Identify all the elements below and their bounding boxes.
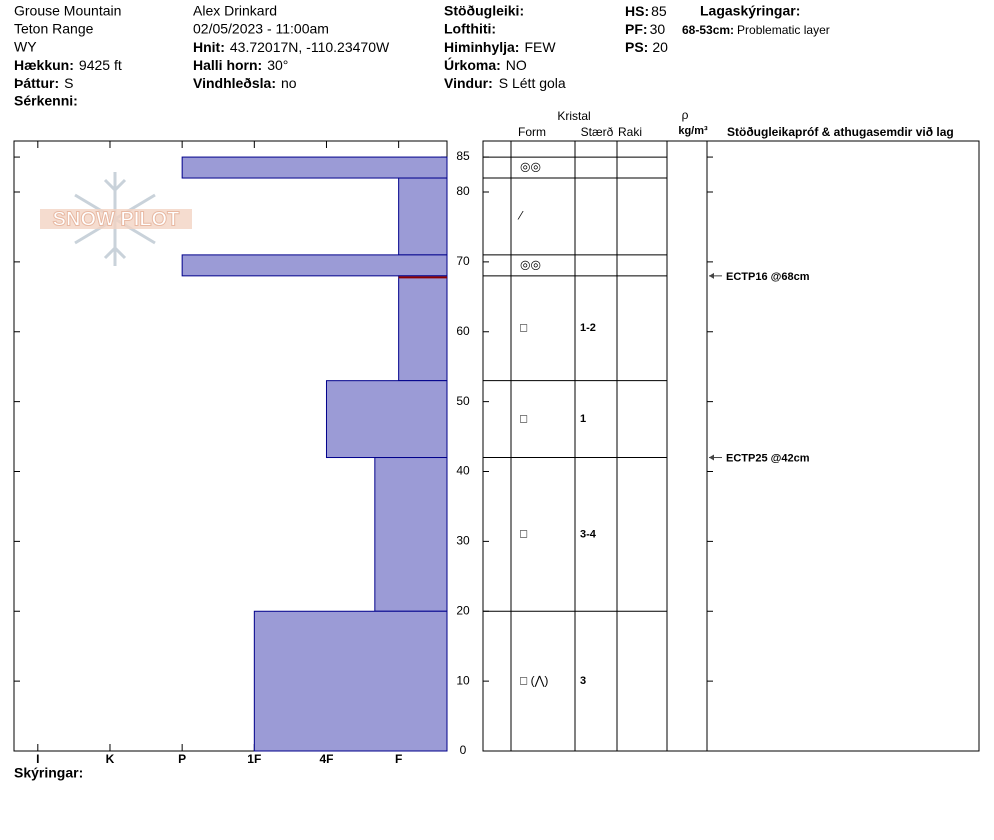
label: Vindur:	[444, 75, 493, 91]
grain-form: □	[520, 320, 527, 334]
grain-size: 1	[580, 413, 586, 425]
observer: Alex Drinkard	[193, 3, 277, 19]
value: S	[64, 75, 73, 91]
value: 9425 ft	[79, 57, 122, 73]
x-tick-label: P	[178, 752, 186, 766]
hs: HS: 85	[625, 3, 667, 19]
y-tick-label: 20	[456, 603, 470, 617]
label: HS:	[625, 3, 649, 19]
grain-form: □	[520, 527, 527, 541]
grain-form: ⁄	[517, 209, 524, 223]
slope: Halli horn: 30°	[193, 57, 288, 73]
value: no	[281, 75, 297, 91]
value: 85	[651, 3, 667, 19]
notes-label: Lagaskýringar:	[700, 3, 800, 19]
label: Hækkun:	[14, 57, 74, 73]
x-tick-label: I	[36, 752, 39, 766]
value: 20	[652, 39, 668, 55]
x-tick-label: 1F	[247, 752, 261, 766]
elevation: Hækkun: 9425 ft	[14, 57, 122, 73]
value: NO	[506, 57, 527, 73]
grain-form: ◎◎	[520, 160, 541, 174]
hardness-bar	[398, 177, 448, 256]
location: Grouse Mountain	[14, 3, 121, 19]
test-arrowhead	[709, 272, 714, 279]
precip: Úrkoma: NO	[444, 56, 527, 73]
grain-size: 3	[580, 675, 586, 687]
value: S Létt gola	[499, 75, 566, 91]
y-tick-label: 40	[456, 464, 470, 478]
pf: PF: 30	[625, 21, 665, 37]
header-rho: ρ	[682, 108, 689, 122]
y-tick-label: 80	[456, 184, 470, 198]
watermark: SNOW PILOT	[53, 208, 180, 230]
header-size: Stærð	[581, 125, 614, 139]
y-tick-label: 0	[460, 743, 467, 757]
table-frame	[482, 140, 980, 752]
header-crystal: Kristal	[557, 109, 590, 123]
label: Himinhylja:	[444, 39, 519, 55]
grain-form: □ (⋀)	[520, 673, 548, 687]
label: Vindhleðsla:	[193, 75, 276, 91]
stability-label: Stöðugleiki:	[444, 3, 524, 19]
coords: Hnit: 43.72017N, -110.23470W	[193, 39, 390, 55]
y-tick-label: 50	[456, 394, 470, 408]
air-temp-label: Lofthiti:	[444, 21, 496, 37]
legend-label: Skýringar:	[14, 765, 83, 781]
note-text: Problematic layer	[737, 23, 830, 37]
value: FEW	[524, 39, 556, 55]
value: 30°	[267, 57, 288, 73]
grain-size: 3-4	[580, 528, 597, 540]
wind: Vindur: S Létt gola	[444, 75, 566, 91]
grain-form: □	[520, 411, 527, 425]
watermark-band	[40, 209, 192, 229]
label: Úrkoma:	[444, 56, 501, 73]
hardness-bar	[253, 610, 448, 752]
y-tick-label: 60	[456, 324, 470, 338]
datetime: 02/05/2023 - 11:00am	[193, 21, 329, 37]
y-tick-label: 85	[456, 149, 470, 163]
hardness-bar	[181, 156, 448, 179]
y-tick-label: 70	[456, 254, 470, 268]
x-tick-label: K	[106, 752, 115, 766]
hardness-bar	[374, 457, 448, 612]
y-tick-label: 30	[456, 534, 470, 548]
label: Þáttur:	[14, 75, 59, 91]
label: PF:	[625, 21, 648, 37]
state: WY	[14, 39, 37, 55]
header-moisture: Raki	[618, 125, 642, 139]
header-comments: Stöðugleikapróf & athugasemdir við lag	[727, 125, 954, 139]
hardness-bar	[181, 254, 448, 277]
label: PS:	[625, 39, 648, 55]
test-arrowhead	[709, 454, 714, 461]
sky: Himinhylja: FEW	[444, 39, 556, 55]
value: 43.72017N, -110.23470W	[230, 39, 390, 55]
hardness-bar	[398, 275, 448, 382]
aspect: Þáttur: S	[14, 75, 73, 91]
x-tick-label: F	[395, 752, 402, 766]
hardness-bar	[325, 380, 448, 459]
range: Teton Range	[14, 21, 94, 37]
y-tick-label: 10	[456, 673, 470, 687]
note: 68-53cm: Problematic layer	[682, 23, 830, 37]
header-form: Form	[518, 125, 546, 139]
note-range: 68-53cm:	[682, 23, 734, 37]
grain-form: ◎◎	[520, 258, 541, 272]
wind-loading: Vindhleðsla: no	[193, 75, 297, 91]
table-columns	[510, 141, 708, 751]
grain-size: 1-2	[580, 322, 596, 334]
ps: PS: 20	[625, 39, 668, 55]
features-label: Sérkenni:	[14, 93, 78, 109]
test-label: ECTP25 @42cm	[726, 452, 810, 464]
label: Hnit:	[193, 39, 225, 55]
x-tick-label: 4F	[319, 752, 333, 766]
test-label: ECTP16 @68cm	[726, 271, 810, 283]
label: Halli horn:	[193, 57, 262, 73]
value: 30	[650, 21, 666, 37]
header-density: kg/m³	[678, 125, 708, 137]
